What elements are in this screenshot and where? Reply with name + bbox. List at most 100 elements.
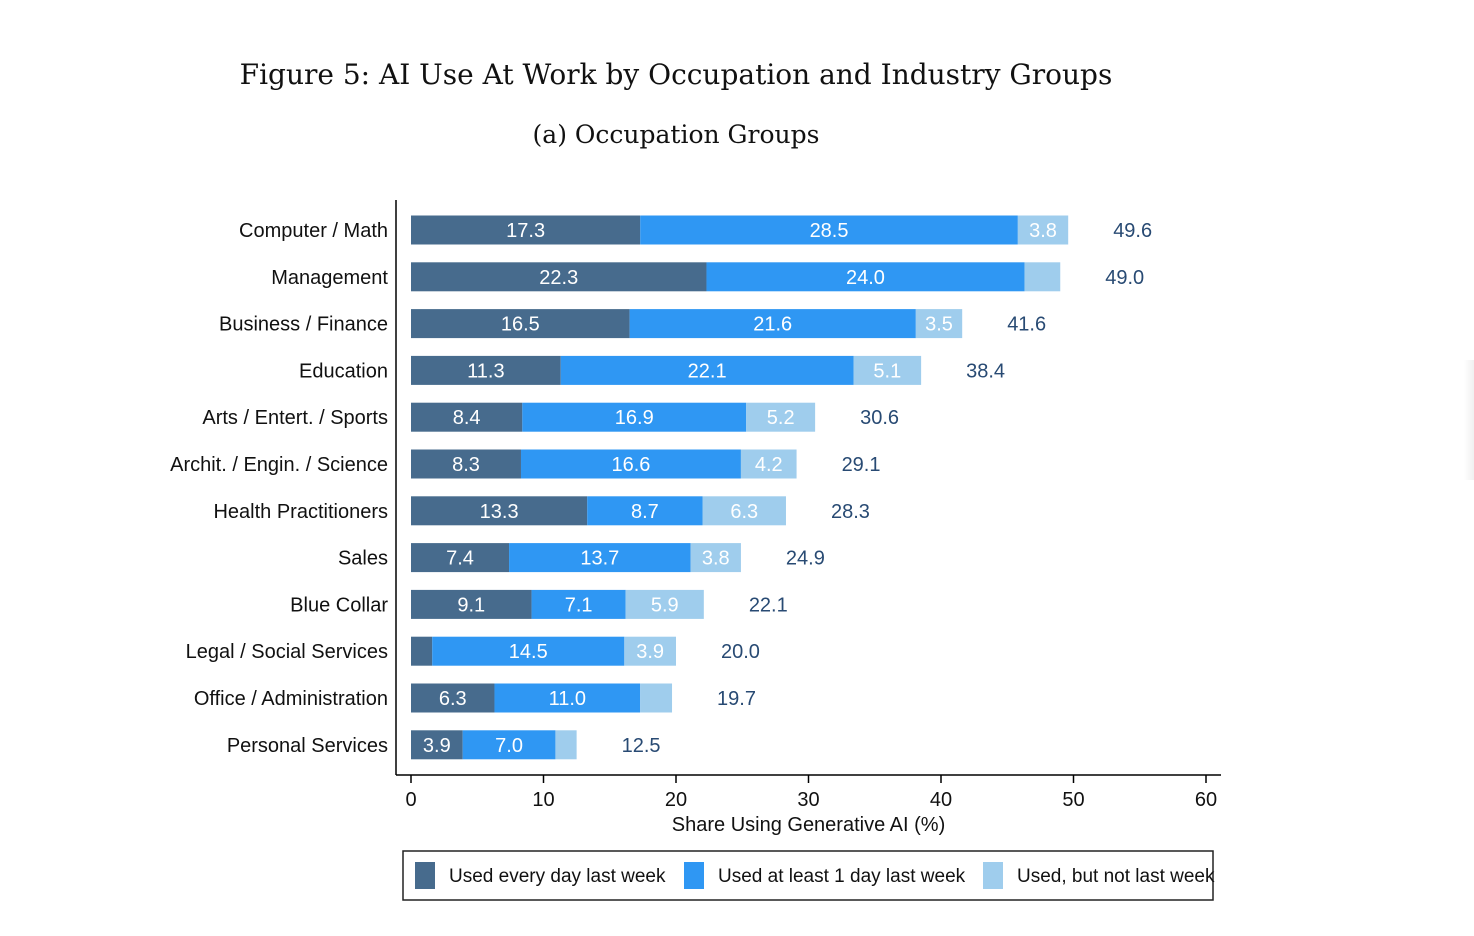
category-label: Legal / Social Services bbox=[186, 641, 388, 663]
bar-total-label: 28.3 bbox=[831, 501, 870, 523]
category-label: Management bbox=[271, 267, 388, 289]
x-tick-label: 30 bbox=[797, 789, 819, 811]
bar-segment-label: 7.1 bbox=[565, 594, 593, 616]
bar-segment bbox=[531, 589, 626, 619]
bar-segment-label: 3.8 bbox=[1029, 220, 1057, 242]
bar-segment-label: 16.6 bbox=[611, 454, 650, 476]
bar-segment bbox=[411, 449, 521, 479]
bar-total-label: 20.0 bbox=[721, 641, 760, 663]
bar-segment bbox=[411, 636, 433, 666]
bar-segment bbox=[411, 309, 630, 339]
bar-segment bbox=[432, 636, 625, 666]
category-label: Archit. / Engin. / Science bbox=[170, 454, 388, 476]
bar-segment bbox=[411, 402, 523, 432]
category-label: Computer / Math bbox=[239, 220, 388, 242]
bar-segment-label: 22.3 bbox=[539, 267, 578, 289]
bar-segment bbox=[1017, 215, 1069, 245]
bar-segment bbox=[462, 730, 556, 760]
bar-segment-label: 24.0 bbox=[846, 267, 885, 289]
bar-total-label: 12.5 bbox=[622, 735, 661, 757]
bar-segment bbox=[740, 449, 797, 479]
bar-segment-label: 28.5 bbox=[810, 220, 849, 242]
bar-segment-label: 8.4 bbox=[453, 407, 481, 429]
bar-segment-label: 11.3 bbox=[467, 360, 504, 382]
bar-segment-label: 5.1 bbox=[873, 360, 901, 382]
bar-total-label: 22.1 bbox=[749, 594, 788, 616]
bar-segment-label: 13.7 bbox=[580, 548, 619, 570]
bar-segment bbox=[915, 309, 963, 339]
bar-segment bbox=[640, 215, 1018, 245]
bar-total-label: 19.7 bbox=[717, 688, 756, 710]
category-label: Blue Collar bbox=[290, 594, 388, 616]
window-edge-shadow bbox=[1464, 360, 1474, 480]
bar-segment-label: 3.9 bbox=[423, 735, 451, 757]
bar-segment bbox=[411, 215, 641, 245]
bar-segment bbox=[853, 355, 922, 385]
bar-segment bbox=[520, 449, 741, 479]
bar-segment bbox=[411, 730, 463, 760]
bar-total-label: 29.1 bbox=[842, 454, 881, 476]
bar-segment-label: 8.7 bbox=[631, 501, 659, 523]
x-tick-label: 40 bbox=[930, 789, 952, 811]
category-label: Health Practitioners bbox=[213, 501, 388, 523]
category-label: Business / Finance bbox=[219, 314, 388, 336]
legend-label: Used at least 1 day last week bbox=[718, 866, 966, 887]
bar-segment-label: 5.9 bbox=[651, 594, 679, 616]
bar-total-label: 24.9 bbox=[786, 548, 825, 570]
bar-total-label: 49.0 bbox=[1105, 267, 1144, 289]
bar-segment-label: 3.5 bbox=[925, 314, 953, 336]
bar-total-label: 49.6 bbox=[1113, 220, 1152, 242]
bar-segment bbox=[1024, 262, 1061, 292]
bar-segment bbox=[555, 730, 577, 760]
category-label: Arts / Entert. / Sports bbox=[202, 407, 388, 429]
legend-label: Used every day last week bbox=[449, 866, 666, 887]
bar-segment bbox=[509, 543, 691, 573]
x-tick-label: 60 bbox=[1195, 789, 1217, 811]
bar-segment bbox=[411, 683, 495, 713]
category-label: Personal Services bbox=[227, 735, 388, 757]
bar-segment-label: 16.9 bbox=[615, 407, 654, 429]
bar-segment-label: 4.2 bbox=[755, 454, 783, 476]
bar-segment bbox=[706, 262, 1025, 292]
bar-segment-label: 6.3 bbox=[730, 501, 758, 523]
x-tick-label: 10 bbox=[532, 789, 554, 811]
bar-segment bbox=[411, 496, 588, 526]
x-tick-label: 20 bbox=[665, 789, 687, 811]
bar-segment-label: 16.5 bbox=[501, 314, 540, 336]
legend-swatch bbox=[684, 862, 704, 889]
bar-segment-label: 3.8 bbox=[702, 548, 730, 570]
bar-segment bbox=[587, 496, 703, 526]
bar-segment-label: 17.3 bbox=[506, 220, 545, 242]
bar-segment-label: 7.4 bbox=[446, 548, 474, 570]
bar-segment bbox=[640, 683, 673, 713]
bar-segment bbox=[746, 402, 816, 432]
bar-segment bbox=[560, 355, 854, 385]
bar-total-label: 41.6 bbox=[1007, 314, 1046, 336]
legend-label: Used, but not last week bbox=[1017, 866, 1215, 887]
bar-segment bbox=[690, 543, 741, 573]
bar-segment bbox=[702, 496, 786, 526]
bar-segment bbox=[411, 355, 561, 385]
bar-segment-label: 7.0 bbox=[495, 735, 523, 757]
bar-segment bbox=[411, 543, 510, 573]
legend-swatch bbox=[415, 862, 435, 889]
bar-segment bbox=[625, 589, 704, 619]
bar-segment-label: 6.3 bbox=[439, 688, 467, 710]
bar-segment-label: 9.1 bbox=[457, 594, 485, 616]
legend-swatch bbox=[983, 862, 1003, 889]
bar-segment bbox=[629, 309, 916, 339]
bar-total-label: 38.4 bbox=[966, 360, 1005, 382]
bar-segment-label: 11.0 bbox=[549, 688, 586, 710]
category-label: Sales bbox=[338, 548, 388, 570]
bar-segment-label: 8.3 bbox=[452, 454, 480, 476]
bar-segment bbox=[522, 402, 747, 432]
category-label: Education bbox=[299, 360, 388, 382]
bar-segment bbox=[411, 589, 532, 619]
bar-segment bbox=[494, 683, 641, 713]
bar-segment bbox=[624, 636, 676, 666]
bar-segment-label: 3.9 bbox=[636, 641, 664, 663]
bar-total-label: 30.6 bbox=[860, 407, 899, 429]
bar-segment bbox=[411, 262, 707, 292]
figure-subtitle: (a) Occupation Groups bbox=[532, 120, 820, 149]
